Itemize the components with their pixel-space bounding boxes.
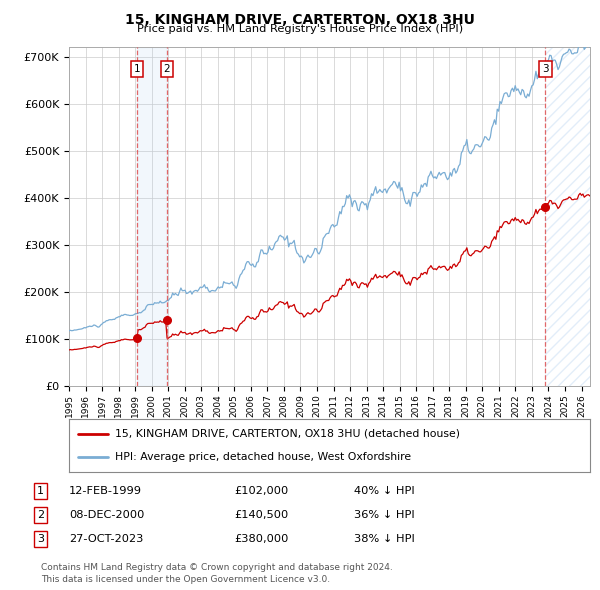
Text: 08-DEC-2000: 08-DEC-2000 [69,510,145,520]
Text: £380,000: £380,000 [234,535,289,544]
Text: Contains HM Land Registry data © Crown copyright and database right 2024.: Contains HM Land Registry data © Crown c… [41,563,392,572]
Text: 27-OCT-2023: 27-OCT-2023 [69,535,143,544]
Bar [137,47,167,386]
Text: £102,000: £102,000 [234,486,288,496]
Text: 15, KINGHAM DRIVE, CARTERTON, OX18 3HU: 15, KINGHAM DRIVE, CARTERTON, OX18 3HU [125,13,475,27]
Text: 15, KINGHAM DRIVE, CARTERTON, OX18 3HU (detached house): 15, KINGHAM DRIVE, CARTERTON, OX18 3HU (… [115,429,460,439]
Text: 2: 2 [164,64,170,74]
Text: 2: 2 [37,510,44,520]
Bar [545,47,590,386]
Text: 38% ↓ HPI: 38% ↓ HPI [354,535,415,544]
Text: 1: 1 [37,486,44,496]
Text: This data is licensed under the Open Government Licence v3.0.: This data is licensed under the Open Gov… [41,575,330,584]
Text: HPI: Average price, detached house, West Oxfordshire: HPI: Average price, detached house, West… [115,452,411,462]
Text: 3: 3 [37,535,44,544]
Text: 36% ↓ HPI: 36% ↓ HPI [354,510,415,520]
Text: 1: 1 [134,64,140,74]
Text: 40% ↓ HPI: 40% ↓ HPI [354,486,415,496]
Text: Price paid vs. HM Land Registry's House Price Index (HPI): Price paid vs. HM Land Registry's House … [137,24,463,34]
Text: 3: 3 [542,64,549,74]
Bar [545,47,590,386]
Text: 12-FEB-1999: 12-FEB-1999 [69,486,142,496]
Text: £140,500: £140,500 [234,510,288,520]
